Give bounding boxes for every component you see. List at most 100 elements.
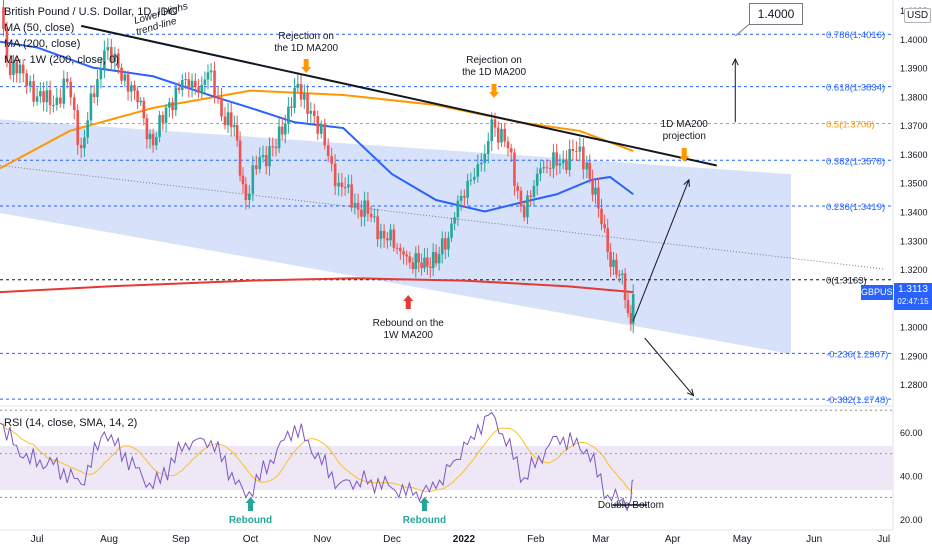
price-tick-label: 1.3700 [900, 121, 928, 131]
candle-body [69, 82, 73, 98]
candle-body [545, 167, 549, 169]
price-tick-label: 1.3500 [900, 179, 928, 189]
candle-body [76, 110, 80, 145]
candle-body [161, 115, 165, 123]
candle-body [343, 187, 347, 189]
time-tick-label: Jul [877, 534, 890, 545]
price-tick-label: 1.3200 [900, 265, 928, 275]
candle-body [2, 7, 5, 29]
bearish-projection-arrow [644, 337, 694, 397]
candle-body [220, 97, 223, 117]
annotation-rsi-rebound-2: Rebound [403, 515, 446, 526]
candle-body [440, 238, 444, 255]
candle-body [216, 95, 220, 98]
candle-body [62, 78, 66, 104]
candle-body [575, 151, 578, 153]
candle-body [181, 80, 184, 91]
annotation-rejection-2: Rejection on [466, 55, 522, 66]
candle-body [235, 125, 239, 141]
candle-body [187, 79, 191, 88]
candle-body [466, 180, 469, 198]
candle-body [123, 74, 127, 81]
bullish-projection-arrow [632, 179, 690, 322]
candle-body [226, 112, 230, 126]
candle-body [158, 115, 161, 137]
candle-body [500, 128, 503, 143]
candle-body [287, 106, 290, 124]
candle-body [450, 223, 453, 238]
rsi-tick-label: 40.00 [900, 472, 923, 482]
candle-body [552, 152, 555, 169]
candle-body [582, 146, 585, 170]
candle-body [503, 128, 507, 142]
candle-body [600, 208, 603, 225]
fib-level-label: 0.618(1.3834) [826, 83, 885, 94]
candle-body [283, 123, 287, 135]
candle-body [395, 247, 399, 249]
rejection-marker-1 [301, 59, 312, 73]
candle-body [363, 200, 366, 217]
candle-body [585, 162, 589, 170]
candle-body [618, 274, 621, 276]
candle-body [255, 165, 258, 170]
legend-ma50[interactable]: MA (50, close) [4, 22, 75, 34]
candle-body [459, 195, 463, 201]
chart-title: British Pound / U.S. Dollar, 1D, IDC [4, 6, 177, 18]
candle-body [609, 251, 612, 267]
fib-level-label: 0.382(1.3578) [826, 156, 885, 167]
candle-body [86, 120, 89, 138]
rsi-legend[interactable]: RSI (14, close, SMA, 14, 2) [4, 417, 138, 429]
candle-body [83, 137, 86, 149]
candle-body [25, 73, 28, 87]
candle-body [603, 224, 606, 229]
candle-body [59, 97, 62, 104]
candle-body [326, 145, 330, 157]
rsi-rebound-marker-2 [419, 497, 430, 511]
candle-body [347, 184, 350, 188]
candle-body [52, 105, 55, 107]
candle-body [437, 254, 441, 264]
candle-body [473, 176, 476, 180]
candle-body [337, 182, 340, 187]
time-tick-label: Mar [592, 534, 610, 545]
currency-badge[interactable]: USD [904, 8, 932, 23]
candle-body [261, 154, 265, 157]
candle-body [142, 100, 146, 119]
candle-body [293, 87, 296, 108]
legend-ma200[interactable]: MA (200, close) [4, 38, 81, 50]
rsi-ma-line [0, 422, 634, 494]
candle-body [561, 159, 565, 164]
candle-body [92, 93, 96, 97]
candle-body [139, 100, 143, 103]
ma-50-line [0, 40, 634, 213]
fib-level-label: -0.236(1.2907) [826, 349, 888, 360]
candle-body [309, 110, 313, 114]
candle-body [184, 79, 187, 81]
candle-body [241, 175, 245, 185]
candle-body [12, 61, 15, 75]
candle-body [145, 118, 149, 140]
annotation-rebound-1w: 1W MA200 [383, 330, 433, 341]
candle-body [197, 87, 200, 93]
annotation-rsi-rebound-1: Rebound [229, 515, 272, 526]
annotation-rebound-1w: Rebound on the [373, 318, 445, 329]
candle-body [268, 146, 271, 167]
candle-body [113, 53, 117, 62]
candle-body [623, 273, 627, 301]
price-tick-label: 1.3300 [900, 236, 928, 246]
candle-body [360, 209, 363, 217]
projection-marker [679, 148, 690, 162]
countdown: 02:47:15 [897, 297, 929, 306]
bearish-projection-arrow-head [686, 388, 695, 397]
last-price-box: 1.3113 02:47:15 [894, 283, 932, 310]
candle-body [353, 202, 357, 208]
time-tick-label: Feb [527, 534, 545, 545]
legend-ma1w[interactable]: MA · 1W (200, close, 0) [4, 54, 119, 66]
candle-body [126, 74, 130, 92]
rsi-tick-label: 60.00 [900, 428, 923, 438]
candle-body [558, 163, 562, 166]
candle-body [120, 67, 123, 81]
time-tick-label: Apr [665, 534, 681, 545]
